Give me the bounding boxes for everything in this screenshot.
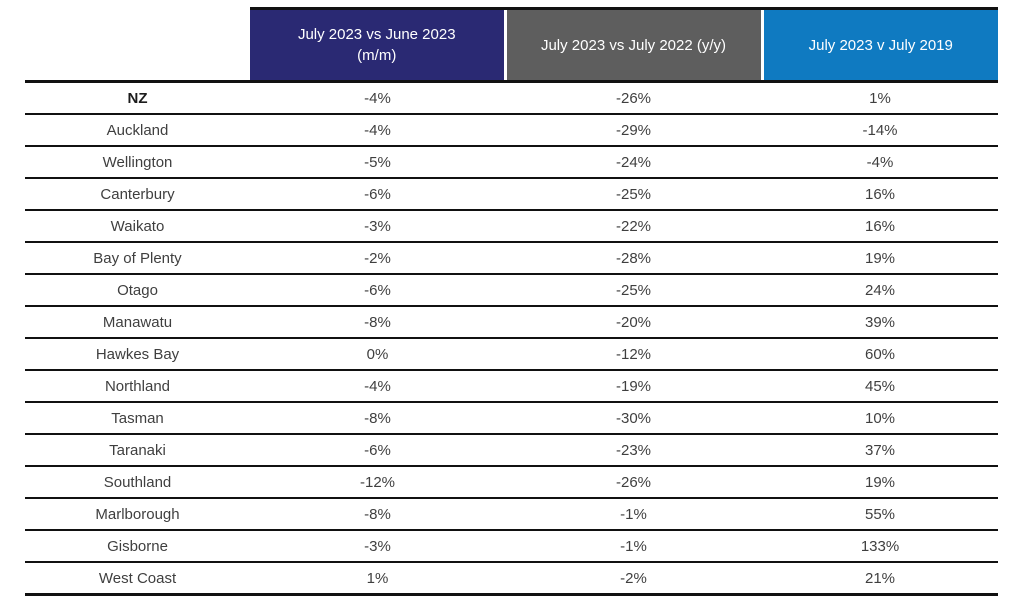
region-cell: Tasman <box>25 402 250 435</box>
yy-value-cell: -12% <box>505 338 762 371</box>
region-cell: Hawkes Bay <box>25 338 250 371</box>
mm-value-cell: -8% <box>250 402 505 435</box>
v2019-value-cell: 16% <box>762 178 998 211</box>
mm-value-cell: 1% <box>250 562 505 596</box>
table-header: July 2023 vs June 2023 (m/m) July 2023 v… <box>25 7 998 83</box>
header-v2019: July 2023 v July 2019 <box>760 7 998 83</box>
region-cell: Bay of Plenty <box>25 242 250 275</box>
v2019-value-cell: 16% <box>762 210 998 243</box>
region-cell: Canterbury <box>25 178 250 211</box>
v2019-value-cell: 10% <box>762 402 998 435</box>
table-row: Manawatu -8% -20% 39% <box>25 306 998 339</box>
region-cell: Waikato <box>25 210 250 243</box>
mm-value-cell: -12% <box>250 466 505 499</box>
region-cell: Taranaki <box>25 434 250 467</box>
mm-value-cell: -4% <box>250 370 505 403</box>
yy-value-cell: -20% <box>505 306 762 339</box>
table-row: Otago -6% -25% 24% <box>25 274 998 307</box>
region-cell: West Coast <box>25 562 250 596</box>
mm-value-cell: -3% <box>250 530 505 563</box>
yy-value-cell: -26% <box>505 466 762 499</box>
yy-value-cell: -26% <box>505 81 762 115</box>
v2019-value-cell: 19% <box>762 242 998 275</box>
mm-value-cell: -6% <box>250 178 505 211</box>
table-body: NZ -4% -26% 1% Auckland -4% -29% -14% We… <box>25 81 998 596</box>
table-row: Tasman -8% -30% 10% <box>25 402 998 435</box>
yy-value-cell: -1% <box>505 530 762 563</box>
v2019-value-cell: 24% <box>762 274 998 307</box>
table-row: Canterbury -6% -25% 16% <box>25 178 998 211</box>
table-row: NZ -4% -26% 1% <box>25 81 998 115</box>
mm-value-cell: -4% <box>250 81 505 115</box>
table-row: Marlborough -8% -1% 55% <box>25 498 998 531</box>
yy-value-cell: -2% <box>505 562 762 596</box>
mm-value-cell: -5% <box>250 146 505 179</box>
region-cell: Marlborough <box>25 498 250 531</box>
yy-value-cell: -22% <box>505 210 762 243</box>
mm-value-cell: -3% <box>250 210 505 243</box>
region-cell: Auckland <box>25 114 250 147</box>
table-row: Bay of Plenty -2% -28% 19% <box>25 242 998 275</box>
mm-value-cell: 0% <box>250 338 505 371</box>
v2019-value-cell: 39% <box>762 306 998 339</box>
table-row: West Coast 1% -2% 21% <box>25 562 998 596</box>
header-mm: July 2023 vs June 2023 (m/m) <box>250 7 505 83</box>
region-cell: Northland <box>25 370 250 403</box>
region-cell: Otago <box>25 274 250 307</box>
v2019-value-cell: 133% <box>762 530 998 563</box>
header-v2019-label: July 2023 v July 2019 <box>808 36 953 54</box>
header-mm-label: July 2023 vs June 2023 (m/m) <box>297 26 456 64</box>
regional-comparison-table: July 2023 vs June 2023 (m/m) July 2023 v… <box>25 7 998 596</box>
yy-value-cell: -25% <box>505 178 762 211</box>
v2019-value-cell: 55% <box>762 498 998 531</box>
v2019-value-cell: 45% <box>762 370 998 403</box>
region-cell: NZ <box>25 81 250 115</box>
v2019-value-cell: -4% <box>762 146 998 179</box>
yy-value-cell: -25% <box>505 274 762 307</box>
v2019-value-cell: 1% <box>762 81 998 115</box>
v2019-value-cell: -14% <box>762 114 998 147</box>
yy-value-cell: -29% <box>505 114 762 147</box>
region-cell: Wellington <box>25 146 250 179</box>
yy-value-cell: -1% <box>505 498 762 531</box>
table-row: Northland -4% -19% 45% <box>25 370 998 403</box>
mm-value-cell: -6% <box>250 274 505 307</box>
header-yy: July 2023 vs July 2022 (y/y) <box>503 7 762 83</box>
region-cell: Gisborne <box>25 530 250 563</box>
table-row: Wellington -5% -24% -4% <box>25 146 998 179</box>
header-yy-label: July 2023 vs July 2022 (y/y) <box>540 36 727 54</box>
yy-value-cell: -19% <box>505 370 762 403</box>
table-row: Southland -12% -26% 19% <box>25 466 998 499</box>
v2019-value-cell: 21% <box>762 562 998 596</box>
header-row: July 2023 vs June 2023 (m/m) July 2023 v… <box>25 7 998 83</box>
mm-value-cell: -8% <box>250 306 505 339</box>
mm-value-cell: -2% <box>250 242 505 275</box>
yy-value-cell: -24% <box>505 146 762 179</box>
mm-value-cell: -8% <box>250 498 505 531</box>
v2019-value-cell: 37% <box>762 434 998 467</box>
mm-value-cell: -6% <box>250 434 505 467</box>
table-row: Taranaki -6% -23% 37% <box>25 434 998 467</box>
yy-value-cell: -23% <box>505 434 762 467</box>
region-cell: Manawatu <box>25 306 250 339</box>
region-cell: Southland <box>25 466 250 499</box>
table-row: Hawkes Bay 0% -12% 60% <box>25 338 998 371</box>
yy-value-cell: -30% <box>505 402 762 435</box>
v2019-value-cell: 60% <box>762 338 998 371</box>
yy-value-cell: -28% <box>505 242 762 275</box>
table-row: Gisborne -3% -1% 133% <box>25 530 998 563</box>
mm-value-cell: -4% <box>250 114 505 147</box>
table-row: Auckland -4% -29% -14% <box>25 114 998 147</box>
table-row: Waikato -3% -22% 16% <box>25 210 998 243</box>
v2019-value-cell: 19% <box>762 466 998 499</box>
header-region-blank <box>25 8 250 83</box>
